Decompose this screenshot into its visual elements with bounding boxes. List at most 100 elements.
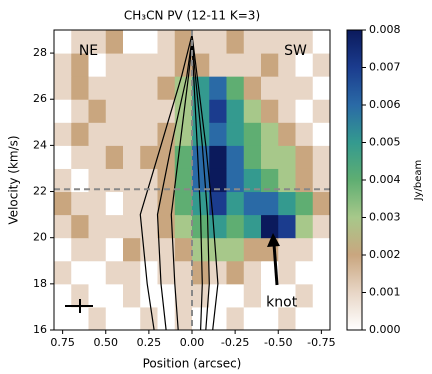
colorbar-tick-label: 0.008 bbox=[369, 23, 401, 36]
heat-cell bbox=[54, 53, 72, 77]
heat-cell bbox=[54, 283, 72, 308]
colorbar-tick-label: 0.006 bbox=[369, 98, 401, 111]
x-tick-label: 0.50 bbox=[94, 336, 119, 349]
heat-cell bbox=[243, 214, 262, 239]
heat-cell bbox=[209, 30, 227, 54]
heat-cell bbox=[295, 30, 314, 54]
heat-cell bbox=[209, 260, 227, 285]
heat-cell bbox=[88, 30, 107, 54]
heat-cell bbox=[157, 53, 176, 77]
heat-cell bbox=[54, 168, 72, 193]
contour bbox=[156, 39, 210, 331]
y-tick-label: 16 bbox=[33, 323, 47, 336]
heat-cell bbox=[192, 145, 210, 169]
y-tick-label: 28 bbox=[33, 46, 47, 59]
heat-cell bbox=[140, 122, 158, 146]
heat-cell bbox=[123, 283, 141, 308]
heat-cell bbox=[88, 237, 107, 262]
heat-cell bbox=[140, 76, 158, 100]
heat-cell bbox=[243, 53, 262, 77]
heat-cell bbox=[54, 260, 72, 285]
heat-cell bbox=[157, 99, 176, 123]
heat-cell bbox=[174, 122, 193, 146]
heat-cell bbox=[312, 145, 331, 169]
heat-cell bbox=[261, 168, 279, 193]
heat-cell bbox=[226, 214, 245, 239]
heat-cell bbox=[192, 99, 210, 123]
heat-cell bbox=[140, 168, 158, 193]
heat-cell bbox=[312, 76, 331, 100]
heat-cell bbox=[88, 122, 107, 146]
heat-cell bbox=[54, 191, 72, 216]
heat-cell bbox=[174, 283, 193, 308]
heat-cell bbox=[71, 283, 89, 308]
heat-cell bbox=[192, 260, 210, 285]
knot-arrow bbox=[267, 233, 280, 286]
heat-cell bbox=[192, 283, 210, 308]
heat-cell bbox=[209, 122, 227, 146]
heat-cell bbox=[243, 99, 262, 123]
heat-cell bbox=[174, 168, 193, 193]
heat-cell bbox=[295, 191, 314, 216]
chart-title: CH₃CN PV (12-11 K=3) bbox=[124, 9, 260, 23]
heat-cell bbox=[157, 191, 176, 216]
annotation: NE bbox=[79, 43, 98, 59]
heat-cell bbox=[71, 30, 89, 54]
colorbar-tick-label: 0.003 bbox=[369, 211, 401, 224]
colorbar-tick-label: 0.007 bbox=[369, 61, 401, 74]
heat-cell bbox=[278, 76, 296, 100]
heat-cell bbox=[88, 191, 107, 216]
heat-cell bbox=[209, 168, 227, 193]
heat-cell bbox=[278, 283, 296, 308]
heat-cell bbox=[71, 76, 89, 100]
heat-cell bbox=[123, 30, 141, 54]
heat-cell bbox=[243, 168, 262, 193]
heat-cell bbox=[140, 260, 158, 285]
heat-cell bbox=[209, 145, 227, 169]
colorbar-tick-label: 0.000 bbox=[369, 323, 401, 336]
heat-cell bbox=[105, 76, 124, 100]
heat-cell bbox=[88, 260, 107, 285]
heat-cell bbox=[209, 53, 227, 77]
heat-cell bbox=[123, 99, 141, 123]
heat-cell bbox=[140, 145, 158, 169]
heat-cell bbox=[312, 99, 331, 123]
beam-cross bbox=[65, 299, 93, 313]
heat-cell bbox=[157, 306, 176, 331]
heat-cell bbox=[278, 214, 296, 239]
heat-cell bbox=[105, 306, 124, 331]
heat-cell bbox=[312, 168, 331, 193]
heat-cell bbox=[157, 122, 176, 146]
heat-cell bbox=[54, 145, 72, 169]
heat-cell bbox=[88, 283, 107, 308]
colorbar-tick-label: 0.005 bbox=[369, 136, 401, 149]
heat-cell bbox=[295, 53, 314, 77]
heat-cell bbox=[54, 306, 72, 331]
heat-cell bbox=[105, 53, 124, 77]
heat-cell bbox=[174, 191, 193, 216]
heat-cell bbox=[123, 306, 141, 331]
heat-cell bbox=[243, 30, 262, 54]
heat-cell bbox=[226, 76, 245, 100]
heat-cell bbox=[295, 76, 314, 100]
heat-cell bbox=[105, 260, 124, 285]
heat-cell bbox=[243, 191, 262, 216]
heat-cell bbox=[243, 306, 262, 331]
annotation: knot bbox=[266, 294, 298, 310]
heat-cell bbox=[174, 30, 193, 54]
heat-cell bbox=[140, 30, 158, 54]
heat-cell bbox=[54, 76, 72, 100]
heat-cell bbox=[226, 30, 245, 54]
heat-cell bbox=[209, 237, 227, 262]
heat-cell bbox=[105, 99, 124, 123]
heat-cell bbox=[243, 283, 262, 308]
heat-cell bbox=[261, 191, 279, 216]
heat-cell bbox=[123, 168, 141, 193]
colorbar-label: Jy/beam bbox=[413, 160, 424, 202]
heat-cell bbox=[88, 306, 107, 331]
heat-cell bbox=[71, 99, 89, 123]
heat-cell bbox=[261, 283, 279, 308]
heat-cell bbox=[123, 76, 141, 100]
heat-cell bbox=[278, 191, 296, 216]
heat-cell bbox=[123, 214, 141, 239]
